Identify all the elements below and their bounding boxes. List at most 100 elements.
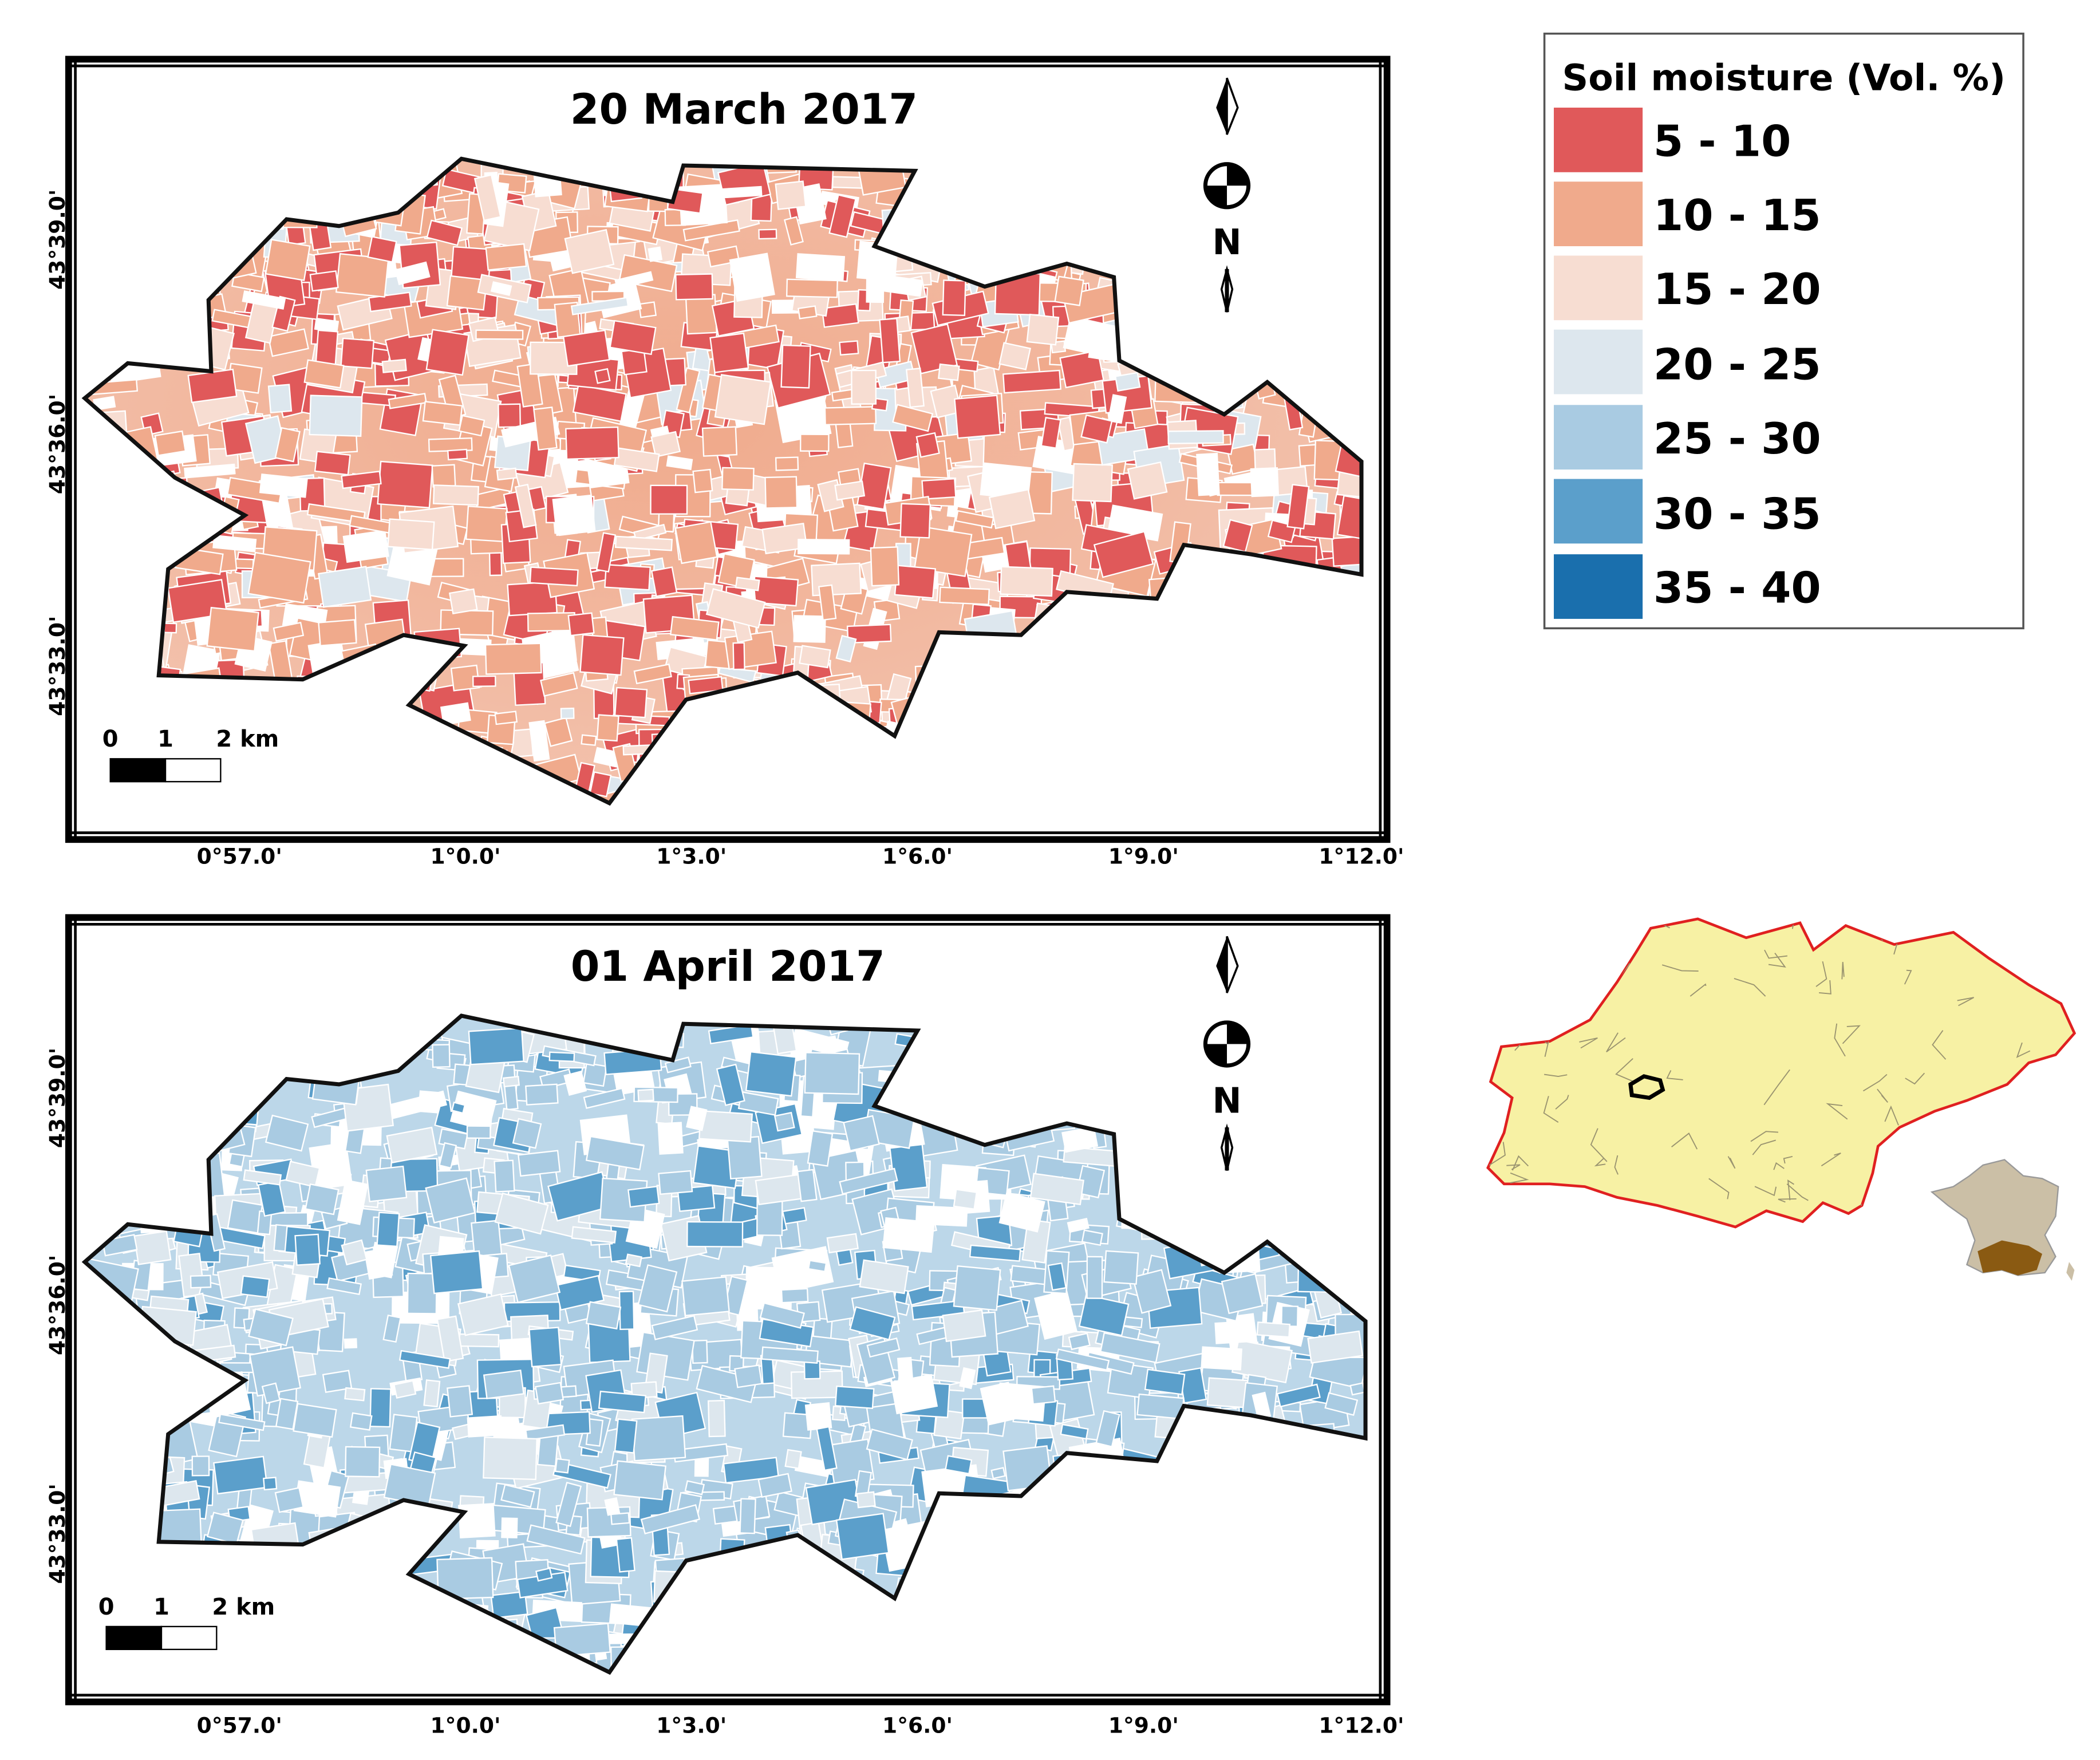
longitude-labels: 0°57.0' 1°0.0' 1°3.0' 1°6.0' 1°9.0' 1°12…	[197, 1713, 1404, 1738]
field-parcel	[595, 532, 617, 573]
north-arrow-icon: N	[1203, 77, 1251, 313]
field-parcel	[1201, 1346, 1242, 1371]
field-parcel	[490, 281, 512, 296]
field-parcel	[685, 294, 717, 335]
lon-label: 1°12.0'	[1319, 844, 1404, 869]
field-parcel	[604, 563, 652, 591]
scale-label: 2 km	[212, 1594, 275, 1620]
field-parcel	[795, 253, 846, 282]
field-parcel	[581, 734, 597, 746]
commune-boundary	[1896, 921, 1912, 934]
field-parcel	[560, 707, 575, 720]
field-parcel	[365, 1165, 408, 1202]
field-parcel	[503, 1082, 519, 1111]
field-parcel	[610, 1512, 630, 1525]
field-parcel	[707, 1399, 726, 1438]
legend-label: 25 - 30	[1653, 413, 1821, 464]
field-parcel	[939, 586, 990, 605]
field-parcel	[567, 612, 595, 637]
field-parcel	[344, 1387, 366, 1402]
field-parcel	[598, 1390, 647, 1414]
field-parcel	[447, 1385, 473, 1418]
field-parcel	[259, 473, 308, 498]
field-parcel	[1114, 372, 1141, 392]
field-parcel	[528, 1327, 562, 1368]
field-parcel	[921, 478, 957, 500]
field-parcel	[793, 615, 826, 643]
field-parcel	[582, 1062, 607, 1087]
field-parcel	[799, 433, 830, 452]
commune-boundary	[1513, 966, 1547, 999]
field-parcel	[669, 615, 720, 641]
commune-boundary	[2018, 1077, 2035, 1095]
field-parcel	[745, 1051, 797, 1097]
field-parcel	[897, 1356, 915, 1398]
field-parcel	[273, 1224, 288, 1252]
commune-boundary	[2038, 946, 2063, 956]
field-parcel	[650, 431, 681, 458]
commune-boundary	[1643, 918, 1670, 929]
field-parcel	[466, 1125, 491, 1139]
field-parcel	[638, 301, 657, 318]
legend-swatch	[1554, 479, 1643, 544]
field-parcel	[1214, 1321, 1248, 1344]
field-parcel	[674, 521, 718, 565]
field-parcel	[423, 1379, 441, 1408]
field-parcel	[988, 488, 1036, 530]
field-parcel	[247, 551, 311, 604]
field-parcel	[564, 228, 615, 274]
latitude-labels: 43°39.0' 43°36.0' 43°33.0'	[45, 1048, 70, 1584]
commune-boundary	[2042, 918, 2064, 921]
field-parcel	[784, 1449, 802, 1469]
commune-boundary	[1564, 953, 1584, 969]
field-parcel	[609, 319, 657, 356]
field-parcel	[821, 303, 859, 328]
commune-boundary	[1942, 1119, 1966, 1138]
field-parcel	[267, 328, 309, 357]
legend-item: 30 - 35	[1554, 479, 1821, 544]
field-parcel	[1059, 349, 1104, 389]
field-parcel	[273, 621, 305, 642]
field-parcel	[631, 1415, 686, 1462]
field-parcel	[859, 1259, 909, 1295]
field-parcel	[1136, 1393, 1185, 1420]
field-parcel	[1336, 495, 1361, 540]
commune-boundary	[1522, 918, 1554, 944]
field-parcel	[633, 523, 667, 542]
north-label: N	[1212, 1080, 1241, 1121]
field-parcel	[954, 394, 1001, 439]
field-parcel	[657, 1122, 684, 1155]
field-parcel	[322, 1370, 353, 1393]
field-parcel	[213, 1455, 269, 1495]
field-parcel	[846, 624, 892, 644]
field-parcel	[798, 305, 818, 319]
field-parcel	[309, 394, 363, 437]
legend-label: 30 - 35	[1653, 488, 1821, 539]
field-parcel	[894, 565, 937, 599]
field-parcel	[548, 1051, 575, 1063]
field-parcel	[387, 518, 435, 551]
map-panel-april: 01 April 2017 43°39.0' 43°36.0' 43°33.0'…	[45, 914, 1404, 1738]
field-parcel	[1127, 461, 1168, 500]
field-parcel	[447, 448, 468, 461]
legend-item: 15 - 20	[1554, 255, 1821, 321]
field-parcel	[804, 1402, 832, 1431]
field-parcel	[341, 1239, 368, 1266]
field-parcel	[843, 1115, 880, 1152]
commune-boundary	[1989, 1091, 2012, 1123]
field-parcel	[676, 367, 701, 414]
map-title: 01 April 2017	[571, 942, 885, 991]
legend-item: 10 - 15	[1554, 181, 1821, 247]
field-parcel	[340, 337, 375, 369]
commune-boundary	[1487, 1085, 1494, 1112]
field-parcel	[906, 368, 925, 408]
field-parcel	[293, 1403, 337, 1438]
field-parcel	[483, 1437, 538, 1481]
field-parcel	[835, 1513, 890, 1560]
field-parcel	[535, 1382, 565, 1405]
field-parcel	[775, 180, 807, 210]
field-parcel	[955, 510, 994, 529]
field-parcel	[780, 344, 811, 389]
lat-label: 43°39.0'	[45, 190, 70, 290]
north-label: N	[1212, 222, 1241, 263]
